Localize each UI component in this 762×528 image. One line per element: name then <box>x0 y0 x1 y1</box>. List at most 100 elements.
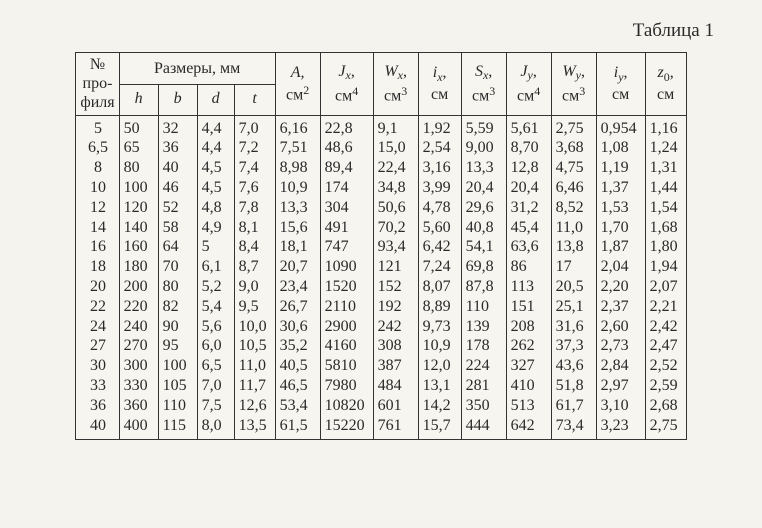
profile-hdr-l3: филя <box>80 93 114 112</box>
table-row: 880404,57,48,9889,422,43,1613,312,84,751… <box>76 159 686 179</box>
table-cell: 12,8 <box>506 159 551 179</box>
table-cell: 1,87 <box>596 238 645 258</box>
Jy-pow: 4 <box>534 84 540 98</box>
table-cell: 13,8 <box>551 238 596 258</box>
table-cell: 3,99 <box>418 178 461 198</box>
table-cell: 2,75 <box>645 416 686 440</box>
table-cell: 14,2 <box>418 396 461 416</box>
col-Sx-header: Sx, см3 <box>461 53 506 116</box>
table-cell: 7,8 <box>234 198 275 218</box>
table-cell: 6,46 <box>551 178 596 198</box>
table-cell: 20,5 <box>551 277 596 297</box>
table-cell: 22,8 <box>320 115 373 139</box>
table-cell: 5,60 <box>418 218 461 238</box>
iy-sub: y <box>618 70 623 84</box>
table-cell: 3,10 <box>596 396 645 416</box>
Sx-unit: см <box>472 88 489 105</box>
table-cell: 45,4 <box>506 218 551 238</box>
table-cell: 12,6 <box>234 396 275 416</box>
table-cell: 140 <box>119 218 158 238</box>
col-profile-header: № про- филя <box>76 53 119 116</box>
table-body: 550324,47,06,1622,89,11,925,595,612,750,… <box>76 115 686 440</box>
profile-hdr-l1: № <box>80 55 114 74</box>
table-cell: 224 <box>461 357 506 377</box>
table-cell: 70,2 <box>373 218 418 238</box>
A-sym: A, <box>291 64 305 81</box>
table-cell: 8,7 <box>234 258 275 278</box>
table-cell: 642 <box>506 416 551 440</box>
table-cell: 11,0 <box>551 218 596 238</box>
table-cell: 48,6 <box>320 139 373 159</box>
table-cell: 513 <box>506 396 551 416</box>
table-cell: 35,2 <box>275 337 320 357</box>
table-cell: 15,0 <box>373 139 418 159</box>
Wy-pow: 3 <box>579 84 585 98</box>
table-cell: 113 <box>506 277 551 297</box>
Wx-sub: x <box>398 68 403 82</box>
table-cell: 4,5 <box>197 178 234 198</box>
table-cell: 484 <box>373 376 418 396</box>
table-cell: 40,5 <box>275 357 320 377</box>
table-cell: 36 <box>158 139 197 159</box>
table-cell: 31,6 <box>551 317 596 337</box>
table-row: 18180706,18,720,710901217,2469,886172,04… <box>76 258 686 278</box>
table-cell: 95 <box>158 337 197 357</box>
table-cell: 5,59 <box>461 115 506 139</box>
table-cell: 20,7 <box>275 258 320 278</box>
table-caption: Таблица 1 <box>20 20 714 42</box>
table-cell: 69,8 <box>461 258 506 278</box>
table-cell: 6,5 <box>76 139 119 159</box>
table-cell: 12,0 <box>418 357 461 377</box>
table-cell: 8,0 <box>197 416 234 440</box>
table-row: 303001006,511,040,5581038712,022432743,6… <box>76 357 686 377</box>
table-cell: 14 <box>76 218 119 238</box>
table-cell: 178 <box>461 337 506 357</box>
table-cell: 100 <box>158 357 197 377</box>
table-cell: 20,4 <box>506 178 551 198</box>
table-row: 27270956,010,535,2416030810,917826237,32… <box>76 337 686 357</box>
table-cell: 15,6 <box>275 218 320 238</box>
Wx-comma: , <box>403 63 407 80</box>
table-cell: 2,21 <box>645 297 686 317</box>
table-cell: 82 <box>158 297 197 317</box>
table-cell: 7,0 <box>234 115 275 139</box>
table-cell: 43,6 <box>551 357 596 377</box>
table-cell: 22,4 <box>373 159 418 179</box>
table-cell: 180 <box>119 258 158 278</box>
table-cell: 13,3 <box>461 159 506 179</box>
table-cell: 4,78 <box>418 198 461 218</box>
table-cell: 2,37 <box>596 297 645 317</box>
table-cell: 51,8 <box>551 376 596 396</box>
table-cell: 20 <box>76 277 119 297</box>
table-cell: 3,23 <box>596 416 645 440</box>
table-cell: 2,97 <box>596 376 645 396</box>
table-cell: 90 <box>158 317 197 337</box>
table-row: 161606458,418,174793,46,4254,163,613,81,… <box>76 238 686 258</box>
table-cell: 110 <box>158 396 197 416</box>
table-cell: 61,5 <box>275 416 320 440</box>
table-cell: 192 <box>373 297 418 317</box>
table-cell: 63,6 <box>506 238 551 258</box>
z0-comma: , <box>670 64 674 81</box>
table-cell: 36 <box>76 396 119 416</box>
table-cell: 120 <box>119 198 158 218</box>
table-cell: 327 <box>506 357 551 377</box>
table-cell: 5,6 <box>197 317 234 337</box>
table-cell: 3,68 <box>551 139 596 159</box>
table-cell: 1,92 <box>418 115 461 139</box>
table-row: 12120524,87,813,330450,64,7829,631,28,52… <box>76 198 686 218</box>
table-cell: 1,37 <box>596 178 645 198</box>
table-cell: 16 <box>76 238 119 258</box>
table-cell: 25,1 <box>551 297 596 317</box>
table-cell: 46,5 <box>275 376 320 396</box>
table-cell: 2,52 <box>645 357 686 377</box>
col-b-header: b <box>158 84 197 115</box>
table-cell: 5,2 <box>197 277 234 297</box>
table-cell: 7,4 <box>234 159 275 179</box>
Jy-comma: , <box>533 63 537 80</box>
table-cell: 13,3 <box>275 198 320 218</box>
col-t-header: t <box>234 84 275 115</box>
col-iy-header: iy, см <box>596 53 645 116</box>
table-cell: 15,7 <box>418 416 461 440</box>
table-cell: 4,4 <box>197 115 234 139</box>
